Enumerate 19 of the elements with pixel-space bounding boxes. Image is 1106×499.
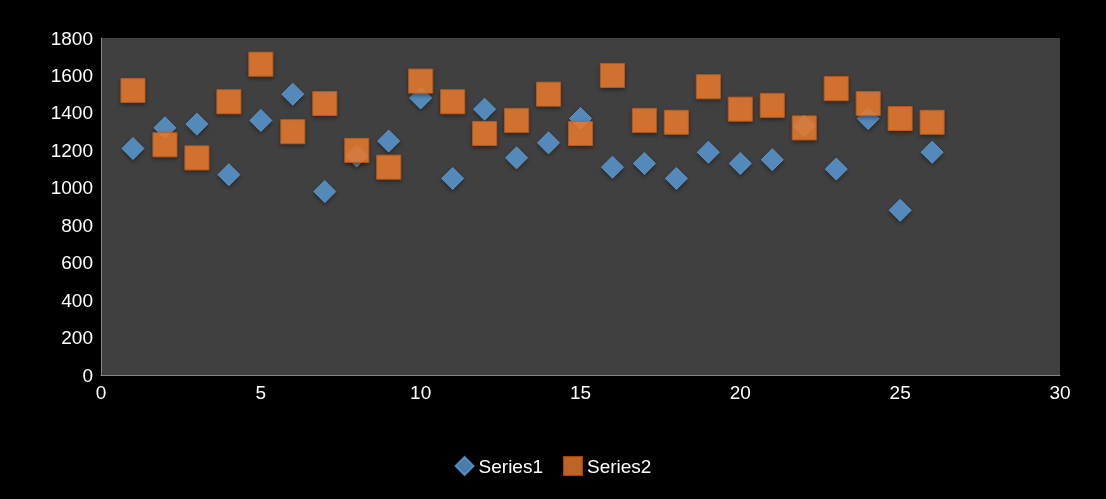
x-tick-label: 20 bbox=[729, 382, 751, 403]
y-tick-label: 1000 bbox=[50, 177, 93, 199]
x-tick-label: 25 bbox=[889, 382, 911, 403]
y-tick-label: 400 bbox=[61, 289, 93, 311]
legend-label: Series2 bbox=[587, 455, 652, 477]
y-tick-label: 0 bbox=[82, 364, 93, 386]
y-tick-label: 1400 bbox=[50, 102, 93, 124]
y-tick-label: 1600 bbox=[50, 64, 93, 86]
y-tick-label: 1200 bbox=[50, 139, 93, 161]
y-tick-label: 1800 bbox=[50, 27, 93, 49]
x-tick-label: 30 bbox=[1049, 382, 1071, 403]
x-tick-label: 10 bbox=[410, 382, 432, 403]
y-tick-label: 800 bbox=[61, 214, 93, 236]
y-tick-label: 200 bbox=[61, 327, 93, 349]
x-tick-label: 0 bbox=[95, 382, 107, 403]
legend-label: Series1 bbox=[478, 455, 543, 477]
y-tick-label: 600 bbox=[61, 252, 93, 274]
x-tick-label: 15 bbox=[569, 382, 592, 403]
x-tick-label: 5 bbox=[255, 382, 267, 403]
